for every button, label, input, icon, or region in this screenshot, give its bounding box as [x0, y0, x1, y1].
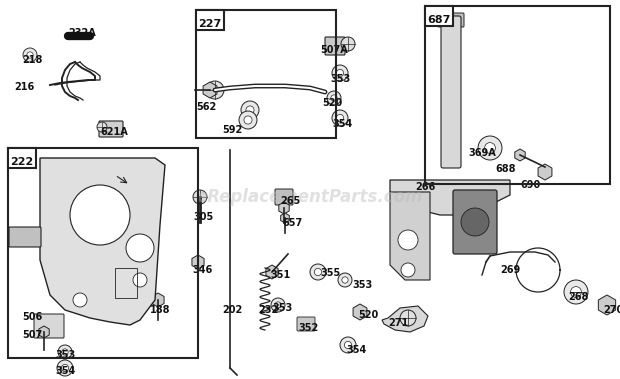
Circle shape	[314, 268, 322, 276]
Text: 507: 507	[22, 330, 42, 340]
Circle shape	[478, 136, 502, 160]
Text: 269: 269	[500, 265, 520, 275]
Circle shape	[342, 277, 348, 283]
Text: 369A: 369A	[468, 148, 496, 158]
Polygon shape	[382, 306, 428, 332]
Text: 687: 687	[427, 15, 451, 25]
Text: 592: 592	[222, 125, 242, 135]
Text: 354: 354	[346, 345, 366, 355]
Text: 355: 355	[320, 268, 340, 278]
Circle shape	[461, 208, 489, 236]
Circle shape	[193, 190, 207, 204]
Text: 271: 271	[388, 318, 408, 328]
Circle shape	[61, 364, 69, 371]
FancyBboxPatch shape	[34, 314, 64, 338]
FancyBboxPatch shape	[8, 148, 36, 168]
Text: eReplacementParts.com: eReplacementParts.com	[197, 188, 423, 206]
Circle shape	[73, 293, 87, 307]
Text: 354: 354	[332, 119, 352, 129]
FancyBboxPatch shape	[9, 227, 41, 247]
Polygon shape	[40, 158, 165, 325]
Circle shape	[310, 264, 326, 280]
Circle shape	[275, 302, 281, 308]
Text: 216: 216	[14, 82, 34, 92]
Text: 266: 266	[415, 182, 435, 192]
Circle shape	[331, 95, 337, 101]
Text: 351: 351	[270, 270, 290, 280]
Circle shape	[58, 345, 72, 359]
Circle shape	[8, 228, 20, 240]
Circle shape	[57, 360, 73, 376]
Circle shape	[239, 111, 257, 129]
FancyBboxPatch shape	[297, 317, 315, 331]
Circle shape	[62, 349, 68, 355]
Text: 688: 688	[495, 164, 515, 174]
Text: 562: 562	[196, 102, 216, 112]
Circle shape	[338, 273, 352, 287]
Circle shape	[271, 298, 285, 312]
Circle shape	[244, 116, 252, 124]
FancyBboxPatch shape	[453, 190, 497, 254]
Text: 690: 690	[520, 180, 540, 190]
Circle shape	[327, 91, 341, 105]
Text: 218: 218	[22, 55, 42, 65]
Text: 657: 657	[282, 218, 303, 228]
Text: 353: 353	[330, 74, 350, 84]
Polygon shape	[390, 192, 430, 280]
Text: 202: 202	[222, 305, 242, 315]
FancyBboxPatch shape	[196, 10, 224, 30]
Circle shape	[23, 48, 37, 62]
Text: 305: 305	[193, 212, 213, 222]
Text: 188: 188	[150, 305, 170, 315]
Text: 507A: 507A	[320, 45, 348, 55]
Text: 353: 353	[55, 350, 75, 360]
Circle shape	[27, 52, 33, 58]
Text: 353: 353	[352, 280, 372, 290]
Polygon shape	[390, 180, 510, 215]
Text: 520: 520	[358, 310, 378, 320]
Circle shape	[126, 234, 154, 262]
Circle shape	[337, 69, 343, 77]
Text: 353: 353	[272, 303, 292, 313]
Text: 621A: 621A	[100, 127, 128, 137]
Text: 520: 520	[322, 98, 342, 108]
Circle shape	[337, 114, 343, 122]
Circle shape	[398, 230, 418, 250]
Text: 232A: 232A	[68, 28, 95, 38]
Text: 354: 354	[55, 366, 75, 376]
Circle shape	[344, 341, 352, 349]
FancyBboxPatch shape	[441, 16, 461, 168]
Circle shape	[133, 273, 147, 287]
Text: 268: 268	[568, 292, 588, 302]
Text: 270: 270	[603, 305, 620, 315]
Circle shape	[570, 287, 582, 298]
Circle shape	[340, 337, 356, 353]
FancyBboxPatch shape	[325, 37, 345, 55]
Circle shape	[485, 143, 495, 153]
Text: 352: 352	[298, 323, 318, 333]
Text: 222: 222	[11, 157, 33, 167]
Circle shape	[246, 106, 254, 114]
FancyBboxPatch shape	[425, 6, 453, 26]
Circle shape	[206, 81, 224, 99]
Circle shape	[241, 101, 259, 119]
FancyBboxPatch shape	[99, 121, 123, 137]
Text: 227: 227	[198, 19, 221, 29]
Circle shape	[332, 65, 348, 81]
FancyBboxPatch shape	[275, 189, 293, 205]
Circle shape	[401, 263, 415, 277]
Circle shape	[332, 110, 348, 126]
Circle shape	[400, 310, 416, 326]
Text: 621B: 621B	[8, 232, 35, 242]
Circle shape	[70, 185, 130, 245]
Circle shape	[564, 280, 588, 304]
Circle shape	[97, 122, 107, 132]
Text: 629: 629	[465, 210, 485, 220]
Text: 346: 346	[192, 265, 212, 275]
Text: 265: 265	[280, 196, 300, 206]
FancyBboxPatch shape	[438, 13, 464, 27]
Text: 506: 506	[22, 312, 42, 322]
Text: 232: 232	[258, 305, 278, 315]
Circle shape	[341, 37, 355, 51]
